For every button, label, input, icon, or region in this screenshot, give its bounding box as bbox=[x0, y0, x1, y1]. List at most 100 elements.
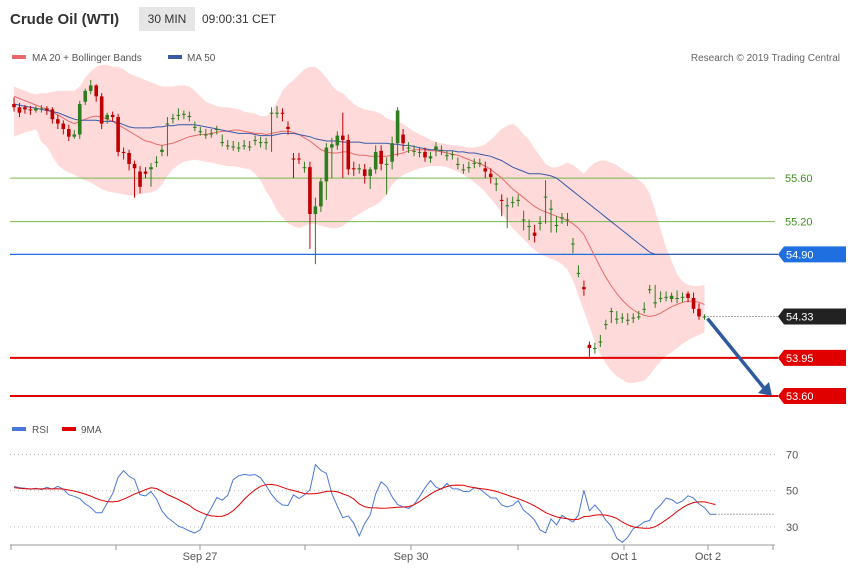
candle-body bbox=[28, 109, 33, 111]
candle-body bbox=[406, 147, 411, 149]
timeframe-badge[interactable]: 30 MIN bbox=[148, 12, 187, 26]
level-label: 55.20 bbox=[785, 217, 813, 229]
candle-body bbox=[286, 126, 290, 130]
candle-body bbox=[631, 317, 636, 319]
candle-body bbox=[647, 289, 652, 291]
candle-body bbox=[582, 287, 586, 290]
candle bbox=[373, 145, 378, 174]
candle bbox=[456, 157, 460, 170]
candle-body bbox=[50, 109, 55, 120]
rsi-ma-legend-label: 9MA bbox=[81, 425, 102, 436]
candle bbox=[593, 342, 597, 354]
candle bbox=[160, 145, 164, 157]
candle-body bbox=[253, 139, 257, 141]
bollinger-bands bbox=[14, 64, 705, 383]
candle bbox=[286, 121, 290, 135]
price-legend: MA 20 + Bollinger Bands MA 50 bbox=[12, 53, 216, 64]
candle bbox=[171, 113, 175, 124]
candle bbox=[269, 107, 274, 152]
candle bbox=[384, 157, 389, 195]
candle bbox=[149, 162, 153, 187]
candle bbox=[521, 210, 526, 231]
candle-body bbox=[94, 85, 98, 97]
candle-body bbox=[45, 108, 49, 111]
candle-body bbox=[587, 344, 592, 349]
x-tick-label: Sep 30 bbox=[394, 551, 429, 563]
candle bbox=[351, 161, 356, 176]
candle bbox=[165, 117, 170, 157]
candle bbox=[587, 341, 592, 359]
candle-body bbox=[297, 158, 301, 160]
candle bbox=[565, 212, 570, 227]
level-label: 55.60 bbox=[785, 173, 813, 185]
candle bbox=[176, 108, 181, 121]
candle-body bbox=[395, 110, 400, 144]
candle-body bbox=[549, 208, 553, 210]
level-label: 53.60 bbox=[786, 391, 814, 403]
candle-body bbox=[83, 90, 88, 102]
candle-body bbox=[560, 217, 564, 219]
x-axis: Sep 27 Sep 30 Oct 1 Oct 2 bbox=[10, 544, 775, 563]
candle-body bbox=[423, 151, 427, 158]
candle bbox=[631, 313, 636, 324]
candle bbox=[428, 151, 433, 163]
candle-body bbox=[362, 169, 367, 176]
candle-body bbox=[351, 168, 356, 170]
candle bbox=[532, 224, 537, 243]
candle-body bbox=[604, 324, 608, 326]
candle bbox=[225, 139, 230, 150]
ma20-legend-swatch bbox=[12, 55, 26, 59]
candle-body bbox=[445, 155, 449, 157]
candle bbox=[510, 196, 515, 208]
candle bbox=[187, 111, 192, 122]
ma50-legend-label: MA 50 bbox=[187, 53, 216, 64]
candle bbox=[461, 163, 466, 174]
candle-body bbox=[565, 219, 570, 221]
credit-text: Research © 2019 Trading Central bbox=[691, 53, 840, 64]
candle bbox=[214, 125, 219, 135]
last-price-tag bbox=[778, 308, 846, 325]
candle-body bbox=[478, 162, 482, 164]
bollinger-band-area bbox=[14, 64, 705, 383]
candle bbox=[88, 80, 93, 95]
timeframe-badge-bg bbox=[139, 7, 195, 31]
candle bbox=[83, 88, 88, 106]
candle bbox=[664, 291, 668, 302]
rsi-panel: 30 50 70 bbox=[10, 449, 798, 543]
candle bbox=[39, 105, 44, 113]
candle bbox=[488, 168, 493, 184]
candle bbox=[341, 112, 345, 179]
candle-body bbox=[609, 311, 614, 313]
candle-body bbox=[636, 316, 641, 318]
candle bbox=[543, 180, 548, 224]
candle bbox=[258, 136, 263, 148]
candle bbox=[412, 145, 416, 157]
candle bbox=[231, 141, 235, 151]
candle bbox=[143, 167, 148, 179]
ma20-line bbox=[13, 95, 705, 318]
candle-body bbox=[127, 153, 131, 164]
candle-body bbox=[17, 107, 22, 113]
candle-body bbox=[187, 115, 192, 118]
candle bbox=[319, 178, 323, 212]
candle bbox=[636, 311, 641, 320]
price-tags: 55.60 55.20 54.90 54.33 53.95 53.60 bbox=[778, 173, 846, 405]
candle-body bbox=[214, 129, 219, 131]
candle bbox=[609, 307, 614, 324]
candle-body bbox=[138, 171, 142, 187]
candle bbox=[50, 107, 55, 124]
candle bbox=[12, 97, 16, 112]
candle-body bbox=[472, 162, 477, 164]
forecast-arrow bbox=[706, 317, 772, 397]
candle-body bbox=[198, 131, 203, 133]
candle-body bbox=[319, 181, 323, 207]
candle-body bbox=[379, 150, 383, 164]
candle-body bbox=[576, 272, 581, 274]
candle bbox=[313, 197, 318, 265]
candle bbox=[390, 136, 394, 170]
candle-body bbox=[330, 144, 334, 148]
candle bbox=[77, 100, 82, 139]
rsi-legend-label: RSI bbox=[32, 425, 49, 436]
candle-body bbox=[12, 103, 16, 108]
candle bbox=[478, 158, 482, 168]
